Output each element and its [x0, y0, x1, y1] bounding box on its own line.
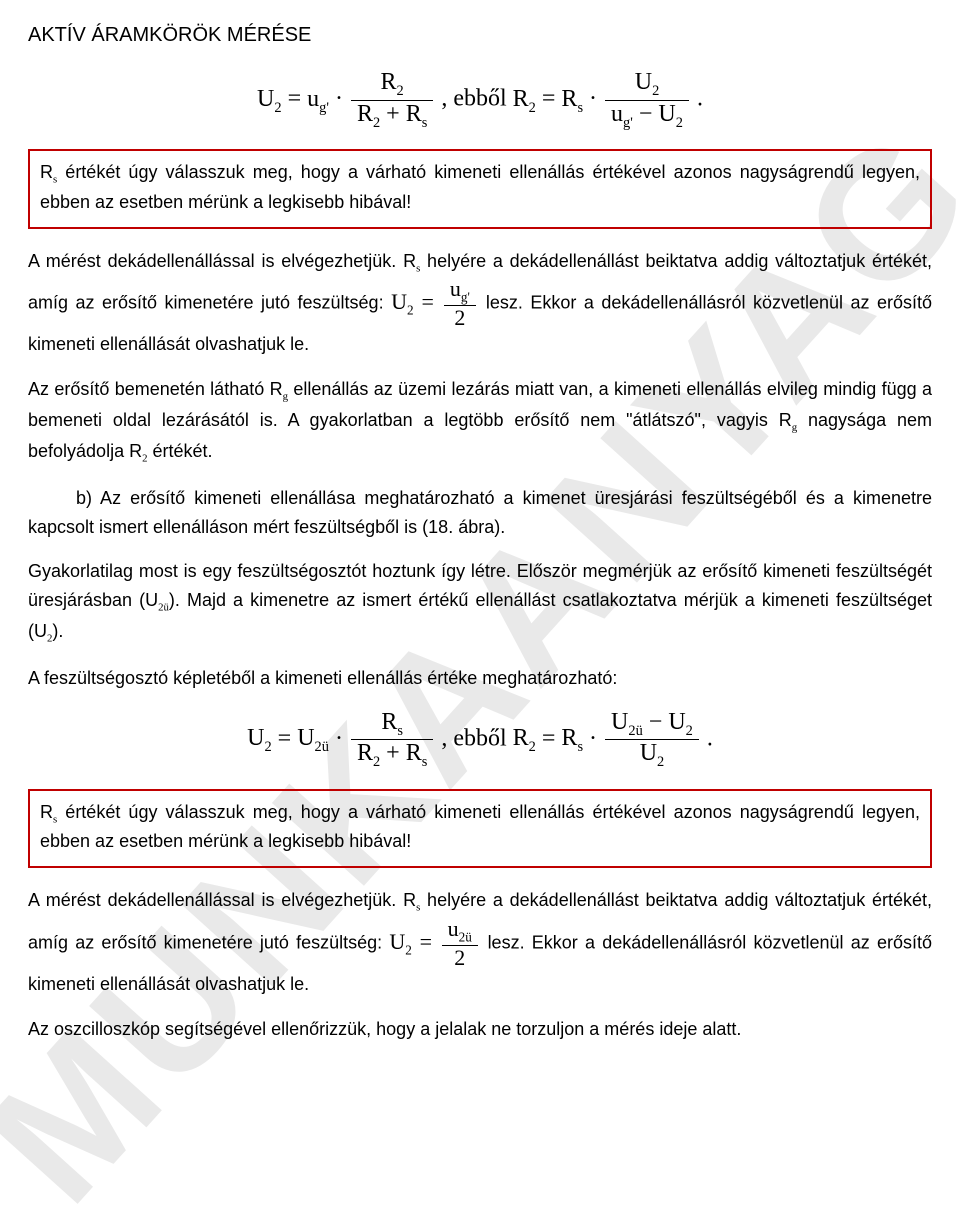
paragraph-2: A mérést dekádellenállással is elvégezhe… [28, 247, 932, 360]
paragraph-3: Az erősítő bemenetén látható Rg ellenáll… [28, 375, 932, 468]
paragraph-5: Gyakorlatilag most is egy feszültségoszt… [28, 557, 932, 648]
equation-2: U2 = U2ü · Rs R2 + Rs , ebből R2 = Rs · … [28, 709, 932, 771]
paragraph-9: Az oszcilloszkóp segítségével ellenőrizz… [28, 1015, 932, 1044]
highlight-box-1: Rs értékét úgy válasszuk meg, hogy a vár… [28, 149, 932, 228]
paragraph-8: A mérést dekádellenállással is elvégezhe… [28, 886, 932, 999]
highlight-box-2: Rs értékét úgy válasszuk meg, hogy a vár… [28, 789, 932, 868]
paragraph-6: A feszültségosztó képletéből a kimeneti … [28, 664, 932, 693]
page-title: AKTÍV ÁRAMKÖRÖK MÉRÉSE [28, 24, 932, 47]
equation-1: U2 = ug' · R2 R2 + Rs , ebből R2 = Rs · … [28, 69, 932, 131]
paragraph-4: b) Az erősítő kimeneti ellenállása megha… [28, 484, 932, 542]
document-body: AKTÍV ÁRAMKÖRÖK MÉRÉSE U2 = ug' · R2 R2 … [28, 24, 932, 1044]
